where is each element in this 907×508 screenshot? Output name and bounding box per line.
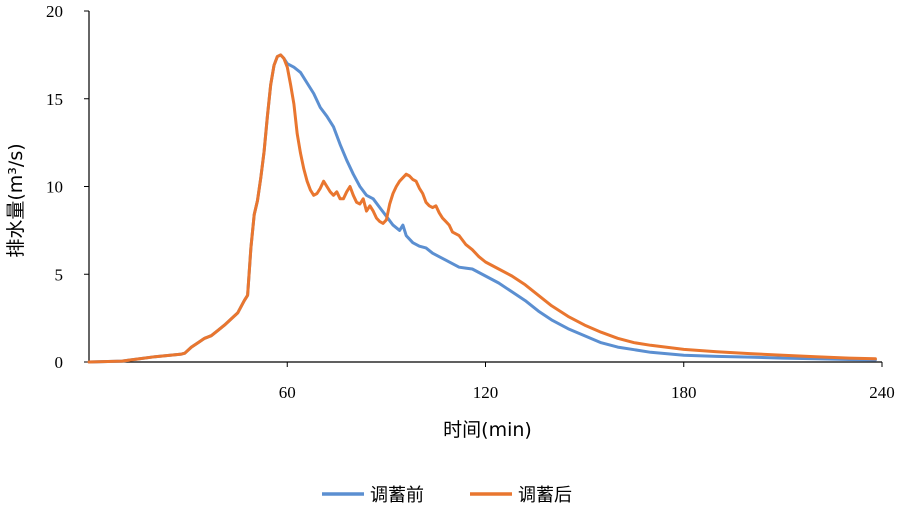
series-lines [87, 53, 877, 364]
y-tick-label: 5 [55, 265, 64, 284]
legend-label-before: 调蓄前 [370, 485, 424, 506]
y-tick-label: 20 [46, 2, 63, 21]
x-axis-title: 时间(min) [443, 419, 532, 441]
series-line-after [87, 53, 877, 364]
x-ticks: 60 120 180 240 [279, 362, 895, 402]
x-tick-label: 180 [671, 383, 697, 402]
y-ticks: 0 5 10 15 20 [46, 2, 89, 372]
x-tick-label: 240 [869, 383, 895, 402]
axes [88, 11, 882, 363]
y-tick-label: 0 [55, 353, 64, 372]
x-tick-label: 120 [473, 383, 499, 402]
series-line-before [87, 53, 877, 364]
legend-label-after: 调蓄后 [518, 485, 572, 506]
y-tick-label: 10 [46, 178, 63, 197]
legend: 调蓄前 调蓄后 [322, 485, 572, 506]
y-tick-label: 15 [46, 90, 63, 109]
x-tick-label: 60 [279, 383, 296, 402]
y-axis-title: 排水量(m³/s) [5, 143, 27, 257]
